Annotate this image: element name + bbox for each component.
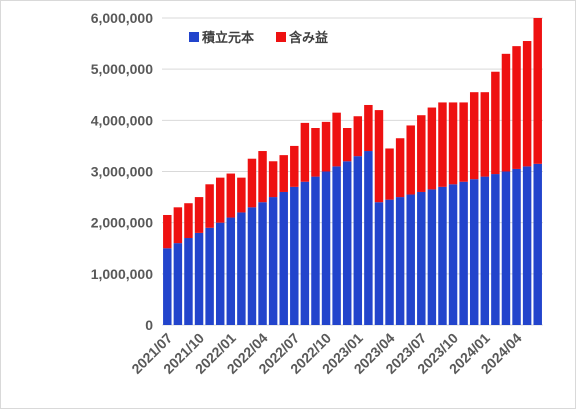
bar-principal [173,243,183,325]
legend: 積立元本 含み益 [189,30,328,46]
bar-unrealized-gain [173,207,183,244]
bar-principal [321,171,331,325]
bar-principal [480,176,490,325]
y-tick-label: 0 [145,317,153,333]
bar-principal [438,186,447,325]
bar-principal [258,202,267,325]
bar-principal [332,166,341,325]
bar-principal [247,207,257,325]
bar-unrealized-gain [469,92,479,180]
bar-unrealized-gain [459,102,468,182]
legend-swatch-principal [189,32,199,42]
bar-unrealized-gain [184,203,193,239]
bar-principal [522,166,532,325]
bar-principal [469,179,479,325]
bars [163,18,542,325]
bar-principal [491,174,500,325]
bar-unrealized-gain [512,46,521,169]
bar-unrealized-gain [417,115,426,192]
bar-unrealized-gain [311,128,320,177]
bar-principal [364,151,373,325]
bar-principal [374,202,384,325]
bar-principal [205,227,214,325]
bar-principal [184,238,193,325]
bar-unrealized-gain [237,177,246,213]
bar-principal [342,161,352,325]
bar-unrealized-gain [448,102,458,185]
bar-unrealized-gain [332,112,341,167]
bar-unrealized-gain [290,145,299,187]
bar-principal [237,212,246,325]
bar-principal [279,191,288,325]
bar-principal [533,163,542,325]
bar-principal [215,222,225,325]
bar-principal [163,248,172,325]
bar-principal [417,191,426,325]
bar-unrealized-gain [374,110,384,203]
bar-unrealized-gain [194,197,204,233]
y-tick-label: 5,000,000 [91,61,153,77]
bar-unrealized-gain [342,128,352,162]
bar-principal [353,156,363,325]
bar-unrealized-gain [385,148,394,200]
gridlines [162,17,543,326]
bar-unrealized-gain [438,102,447,187]
bar-principal [226,217,236,325]
bar-unrealized-gain [406,125,415,195]
bar-principal [395,197,405,325]
y-tick-label: 2,000,000 [91,215,153,231]
bar-principal [385,199,394,325]
bar-principal [268,197,278,325]
bar-unrealized-gain [353,116,363,157]
bar-unrealized-gain [522,41,532,167]
bar-unrealized-gain [300,122,310,182]
bar-principal [194,232,204,325]
legend-swatch-unrealized-gain [276,32,286,42]
bar-unrealized-gain [247,158,257,208]
bar-unrealized-gain [205,184,214,228]
bar-unrealized-gain [480,92,490,177]
y-axis-ticks: 0 1,000,000 2,000,000 3,000,000 4,000,000 5,0… [91,10,154,333]
bar-principal [311,176,320,325]
bar-principal [427,189,437,325]
y-tick-label: 6,000,000 [91,10,153,26]
y-tick-label: 3,000,000 [91,164,153,180]
legend-label-principal: 積立元本 [201,30,254,46]
y-tick-label: 1,000,000 [91,266,153,282]
bar-principal [290,186,299,325]
bar-unrealized-gain [364,104,373,152]
bar-unrealized-gain [321,121,331,172]
bar-principal [501,171,511,325]
legend-label-unrealized-gain: 含み益 [288,30,328,46]
bar-unrealized-gain [427,107,437,190]
bar-unrealized-gain [501,53,511,172]
bar-unrealized-gain [533,18,542,164]
bar-principal [459,181,468,325]
bar-unrealized-gain [215,177,225,223]
bar-unrealized-gain [279,155,288,192]
bar-unrealized-gain [268,161,278,198]
bar-unrealized-gain [226,173,236,218]
y-tick-label: 4,000,000 [91,112,153,128]
x-axis-ticks: 2021/072021/102022/012022/042022/072022/… [128,330,524,377]
bar-principal [406,194,415,325]
bar-unrealized-gain [258,151,267,203]
bar-unrealized-gain [491,71,500,175]
bar-unrealized-gain [395,138,405,198]
bar-principal [512,168,521,325]
bar-principal [448,184,458,325]
bar-principal [300,181,310,325]
bar-unrealized-gain [163,214,172,249]
